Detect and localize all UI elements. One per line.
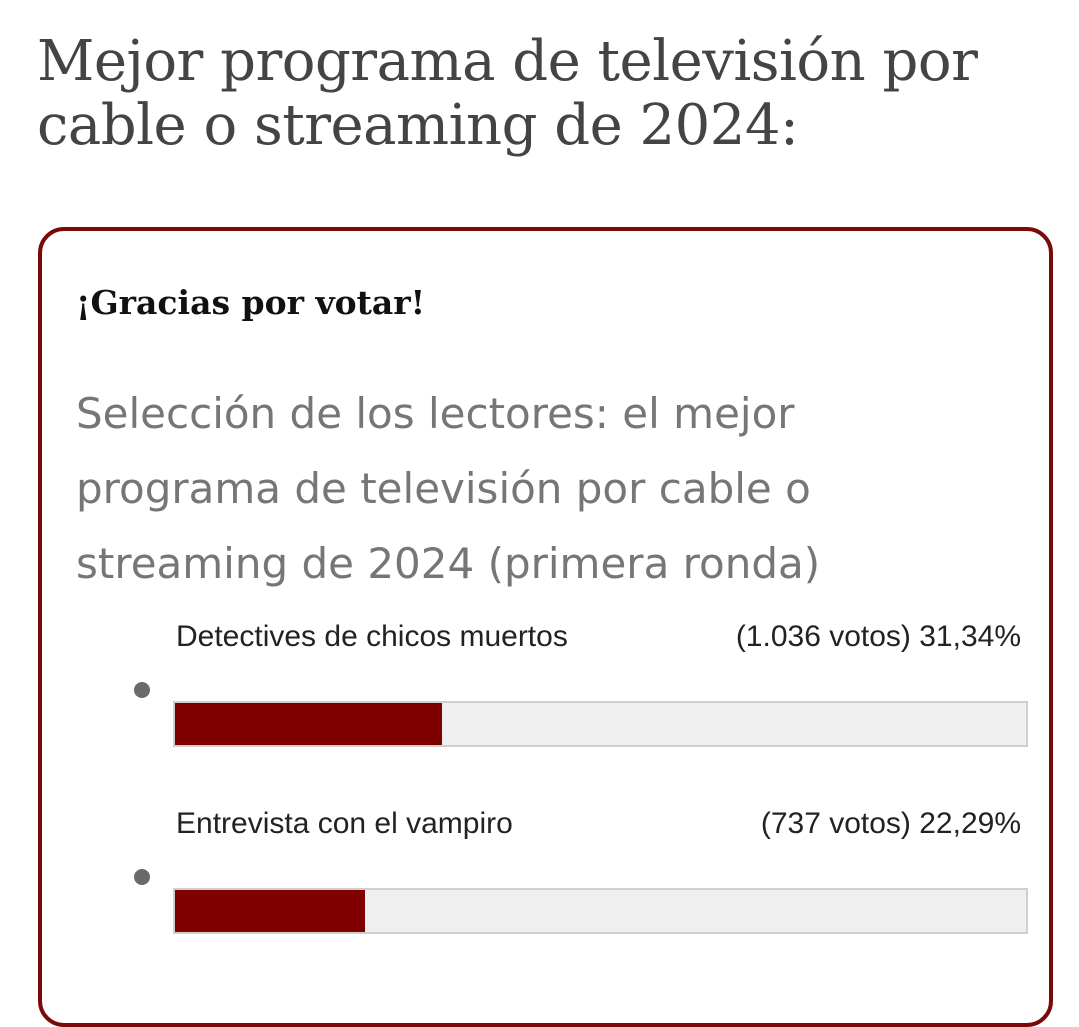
answer-percent: 22,29% [919, 807, 1021, 840]
result-bar-track [173, 888, 1028, 934]
answer-label: Detectives de chicos muertos [176, 620, 568, 653]
page-title: Mejor programa de televisión por cable o… [37, 29, 978, 158]
answer-votes: (737 votos) [760, 807, 911, 840]
answer-percent: 31,34% [919, 620, 1021, 653]
thanks-message: ¡Gracias por votar! [76, 283, 426, 322]
answer-votes: (1.036 votos) [735, 620, 911, 653]
answer-label: Entrevista con el vampiro [176, 807, 513, 840]
poll-results-box: ¡Gracias por votar! Selección de los lec… [38, 227, 1053, 1027]
result-bar-fill [175, 703, 442, 745]
poll-answer: Detectives de chicos muertos (1.036 voto… [42, 619, 1049, 779]
result-bar-track [173, 701, 1028, 747]
result-bar-fill [175, 890, 365, 932]
poll-answer: Entrevista con el vampiro (737 votos) 22… [42, 806, 1049, 966]
answer-stats: (1.036 votos) 31,34% [736, 619, 1021, 655]
bullet-dot-icon [134, 869, 150, 885]
answer-stats: (737 votos) 22,29% [761, 806, 1021, 842]
bullet-dot-icon [134, 682, 150, 698]
poll-question: Selección de los lectores: el mejor prog… [76, 389, 821, 588]
